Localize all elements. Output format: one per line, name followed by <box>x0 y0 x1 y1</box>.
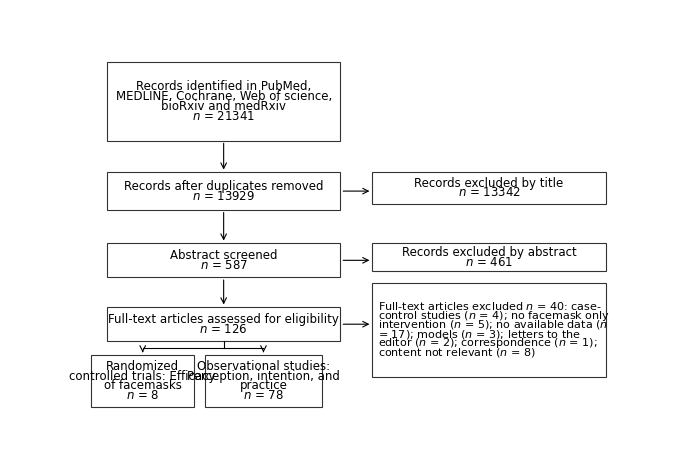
Text: $n$ = 21341: $n$ = 21341 <box>192 110 256 123</box>
Text: Perception, intention, and: Perception, intention, and <box>187 370 340 383</box>
Text: Observational studies:: Observational studies: <box>197 360 330 373</box>
Text: Records excluded by title: Records excluded by title <box>414 177 564 189</box>
Text: $n$ = 78: $n$ = 78 <box>243 389 284 402</box>
Text: Full-text articles excluded $n$ = 40: case-: Full-text articles excluded $n$ = 40: ca… <box>377 301 601 313</box>
Text: editor ($n$ = 2); correspondence ($n$ = 1);: editor ($n$ = 2); correspondence ($n$ = … <box>377 337 597 350</box>
Text: bioRxiv and medRxiv: bioRxiv and medRxiv <box>161 100 286 113</box>
FancyBboxPatch shape <box>91 355 195 407</box>
Text: Abstract screened: Abstract screened <box>170 249 277 262</box>
Text: content not relevant ($n$ = 8): content not relevant ($n$ = 8) <box>377 346 536 359</box>
Text: Full-text articles assessed for eligibility: Full-text articles assessed for eligibil… <box>108 313 339 326</box>
FancyBboxPatch shape <box>107 172 340 210</box>
Text: $n$ = 461: $n$ = 461 <box>465 256 513 269</box>
Text: Records after duplicates removed: Records after duplicates removed <box>124 180 323 193</box>
Text: intervention ($n$ = 5); no available data ($n$: intervention ($n$ = 5); no available dat… <box>377 319 608 331</box>
FancyBboxPatch shape <box>205 355 322 407</box>
Text: MEDLINE, Cochrane, Web of science,: MEDLINE, Cochrane, Web of science, <box>116 90 332 103</box>
Text: Records identified in PubMed,: Records identified in PubMed, <box>136 80 311 93</box>
FancyBboxPatch shape <box>373 172 606 204</box>
Text: control studies ($n$ = 4); no facemask only: control studies ($n$ = 4); no facemask o… <box>377 309 610 323</box>
Text: $n$ = 587: $n$ = 587 <box>199 259 248 272</box>
FancyBboxPatch shape <box>373 243 606 271</box>
Text: $n$ = 13342: $n$ = 13342 <box>458 187 521 200</box>
FancyBboxPatch shape <box>107 62 340 141</box>
Text: practice: practice <box>240 379 288 392</box>
FancyBboxPatch shape <box>373 283 606 377</box>
Text: $n$ = 126: $n$ = 126 <box>199 323 248 336</box>
Text: Randomized: Randomized <box>106 360 179 373</box>
Text: = 17); models ($n$ = 3); letters to the: = 17); models ($n$ = 3); letters to the <box>377 328 581 341</box>
Text: Records excluded by abstract: Records excluded by abstract <box>401 246 577 259</box>
FancyBboxPatch shape <box>107 307 340 341</box>
Text: controlled trials: Efficacy: controlled trials: Efficacy <box>69 370 216 383</box>
Text: of facemasks: of facemasks <box>103 379 182 392</box>
FancyBboxPatch shape <box>107 243 340 277</box>
Text: $n$ = 13929: $n$ = 13929 <box>192 189 255 202</box>
Text: $n$ = 8: $n$ = 8 <box>126 389 160 402</box>
